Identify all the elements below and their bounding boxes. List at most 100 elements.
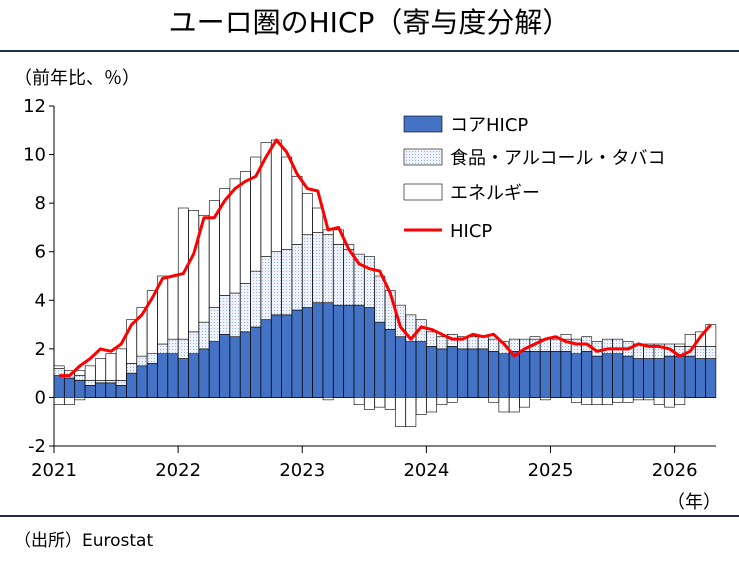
core-bar bbox=[271, 314, 282, 398]
food-bar bbox=[364, 256, 375, 308]
core-bar bbox=[622, 355, 634, 398]
food-bar bbox=[550, 338, 562, 352]
food-bar bbox=[188, 331, 200, 355]
core-bar bbox=[664, 355, 675, 398]
energy-bar bbox=[705, 324, 717, 347]
food-bar bbox=[126, 363, 137, 374]
energy-bar-negative bbox=[405, 397, 417, 427]
core-bar bbox=[384, 329, 396, 398]
energy-bar bbox=[74, 370, 86, 376]
core-bar bbox=[322, 302, 334, 398]
core-bar bbox=[146, 363, 158, 398]
energy-bar-negative bbox=[612, 397, 624, 403]
food-bar bbox=[219, 295, 231, 335]
core-bar bbox=[84, 384, 96, 398]
food-bar bbox=[177, 338, 189, 359]
core-bar bbox=[198, 348, 210, 398]
legend-label: コアHICP bbox=[450, 115, 528, 136]
x-tick-label: 2024 bbox=[403, 460, 449, 481]
x-tick-label: 2025 bbox=[528, 460, 574, 481]
x-tick-label: 2021 bbox=[31, 460, 77, 481]
core-bar bbox=[364, 307, 375, 398]
core-bar bbox=[705, 358, 717, 398]
core-bar bbox=[302, 307, 313, 398]
energy-bar bbox=[529, 336, 541, 340]
energy-bar-negative bbox=[322, 397, 334, 401]
legend-label: 食品・アルコール・タバコ bbox=[450, 148, 665, 169]
core-bar bbox=[643, 358, 655, 398]
legend-swatch-core bbox=[403, 115, 443, 133]
energy-bar-negative bbox=[436, 397, 448, 406]
food-bar bbox=[374, 275, 386, 323]
energy-bar bbox=[105, 353, 117, 381]
food-bar bbox=[312, 231, 324, 304]
food-bar bbox=[488, 338, 499, 352]
energy-bar-negative bbox=[415, 397, 427, 415]
hicp-chart: -2 0 2 4 6 8 10 12 2021 2022 2023 2024 2025 2026 コアHI… bbox=[23, 96, 717, 481]
core-bar bbox=[250, 326, 262, 398]
energy-bar-negative bbox=[674, 397, 686, 406]
core-bar bbox=[426, 346, 437, 398]
food-bar bbox=[281, 248, 293, 316]
energy-bar-negative bbox=[53, 397, 65, 406]
core-bar bbox=[177, 358, 189, 398]
core-bar bbox=[477, 348, 489, 398]
food-bar bbox=[250, 270, 262, 328]
energy-bar-negative bbox=[374, 397, 386, 408]
core-bar bbox=[115, 384, 127, 398]
food-bar bbox=[84, 380, 96, 386]
core-bar bbox=[395, 336, 406, 398]
energy-bar-negative bbox=[591, 397, 603, 406]
energy-bar bbox=[53, 365, 65, 369]
core-bar bbox=[674, 355, 686, 398]
food-bar bbox=[198, 321, 210, 350]
core-bar bbox=[498, 353, 510, 398]
core-bar bbox=[239, 331, 251, 398]
food-bar bbox=[436, 336, 448, 350]
y-tick-label: 4 bbox=[35, 290, 46, 311]
energy-bar-negative bbox=[426, 397, 437, 413]
y-tick-label: 6 bbox=[35, 242, 46, 263]
food-bar bbox=[115, 380, 127, 386]
core-bar bbox=[436, 348, 448, 398]
energy-bar-negative bbox=[353, 397, 365, 406]
x-tick-label: 2022 bbox=[155, 460, 201, 481]
core-bar bbox=[508, 350, 520, 398]
core-bar bbox=[167, 353, 179, 398]
food-bar bbox=[157, 343, 168, 355]
core-bar bbox=[457, 348, 468, 398]
food-bar bbox=[477, 336, 489, 350]
energy-bar-negative bbox=[653, 397, 665, 406]
y-tick-label: 0 bbox=[35, 387, 46, 408]
energy-bar bbox=[115, 348, 127, 381]
core-bar bbox=[653, 358, 665, 398]
energy-bar bbox=[95, 358, 106, 381]
food-bar bbox=[426, 331, 437, 347]
food-bar bbox=[612, 338, 624, 355]
energy-bar bbox=[674, 343, 686, 347]
energy-bar-negative bbox=[395, 397, 406, 427]
energy-bar-negative bbox=[570, 397, 582, 403]
core-bar bbox=[343, 304, 355, 398]
energy-bar bbox=[302, 193, 313, 236]
legend-label: エネルギー bbox=[450, 183, 540, 204]
energy-bar-negative bbox=[519, 397, 531, 408]
core-bar bbox=[581, 350, 593, 398]
core-bar bbox=[467, 348, 479, 398]
food-bar bbox=[695, 346, 706, 359]
core-bar bbox=[602, 353, 613, 398]
core-bar bbox=[333, 304, 344, 398]
energy-bar-negative bbox=[602, 397, 613, 406]
energy-bar-negative bbox=[64, 397, 75, 406]
food-bar bbox=[705, 346, 717, 359]
core-bar bbox=[95, 382, 106, 398]
core-bar bbox=[374, 321, 386, 398]
core-bar bbox=[126, 372, 137, 398]
energy-bar-negative bbox=[622, 397, 634, 403]
energy-bar bbox=[239, 171, 251, 284]
food-bar bbox=[167, 338, 179, 355]
energy-bar bbox=[229, 178, 241, 294]
energy-bar-negative bbox=[74, 397, 86, 401]
energy-bar-negative bbox=[446, 397, 458, 403]
x-tick-label: 2023 bbox=[279, 460, 325, 481]
